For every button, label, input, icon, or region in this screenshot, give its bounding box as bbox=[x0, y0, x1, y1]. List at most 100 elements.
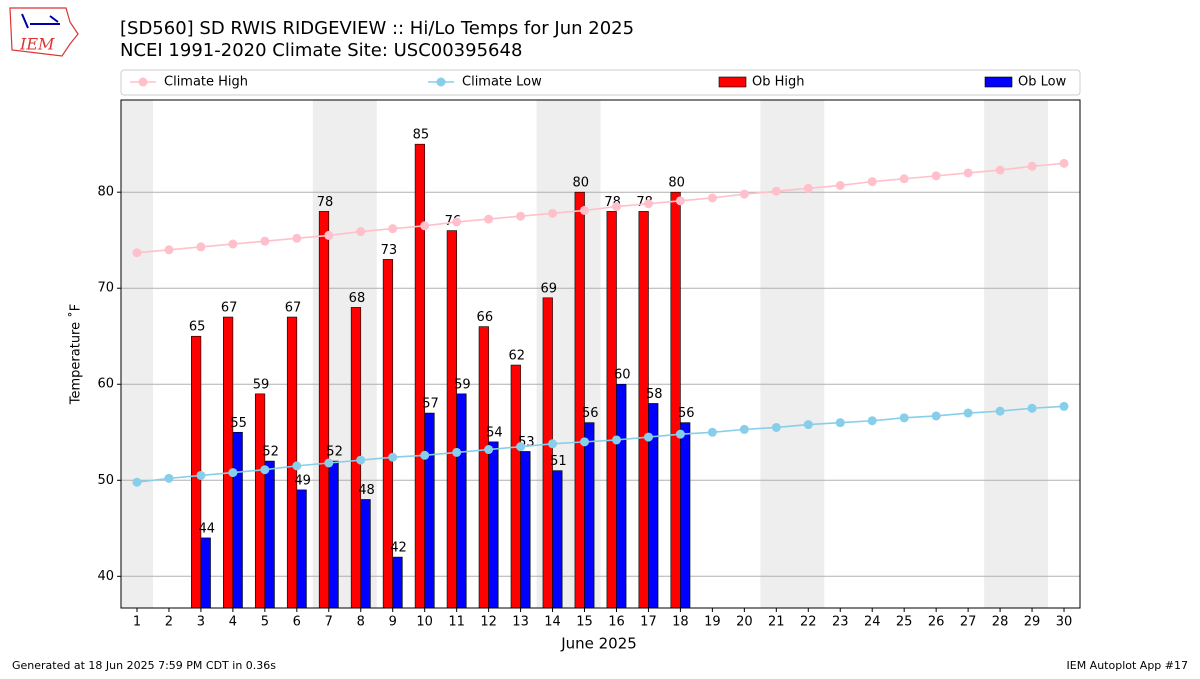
y-tick-label: 70 bbox=[97, 281, 114, 296]
bar-value-label: 60 bbox=[614, 368, 631, 383]
bar-value-label: 57 bbox=[422, 397, 439, 412]
bar bbox=[488, 441, 499, 609]
x-tick-label: 23 bbox=[832, 615, 849, 630]
logo-text: IEM bbox=[19, 35, 55, 54]
bar-value-label: 55 bbox=[230, 416, 247, 431]
bar-value-label: 65 bbox=[189, 320, 206, 335]
y-tick-label: 60 bbox=[97, 377, 114, 392]
line-point bbox=[452, 447, 462, 457]
x-tick-label: 22 bbox=[800, 615, 817, 630]
bar bbox=[446, 230, 457, 609]
bar-value-label: 67 bbox=[285, 301, 302, 316]
line-point bbox=[1027, 161, 1037, 171]
line-point bbox=[484, 445, 494, 455]
legend-label: Climate High bbox=[164, 75, 248, 90]
bar bbox=[520, 451, 531, 609]
bar-value-label: 49 bbox=[294, 473, 311, 488]
line-point bbox=[580, 437, 590, 447]
x-tick-label: 21 bbox=[768, 615, 785, 630]
bar-value-label: 78 bbox=[317, 195, 334, 210]
x-tick-label: 18 bbox=[672, 615, 689, 630]
line-point bbox=[356, 227, 366, 237]
line-point bbox=[995, 165, 1005, 175]
line-point bbox=[675, 196, 685, 206]
bar bbox=[584, 422, 595, 609]
bar bbox=[264, 460, 275, 609]
bar bbox=[296, 489, 307, 609]
bar-value-label: 85 bbox=[413, 128, 430, 143]
x-tick-label: 20 bbox=[736, 615, 753, 630]
chart-subtitle: NCEI 1991-2020 Climate Site: USC00395648 bbox=[120, 40, 522, 61]
bar-value-label: 59 bbox=[253, 377, 270, 392]
legend-label: Ob High bbox=[752, 75, 805, 90]
line-point bbox=[771, 186, 781, 196]
bar bbox=[552, 470, 563, 609]
line-point bbox=[260, 465, 270, 475]
line-point bbox=[835, 418, 845, 428]
line-point bbox=[803, 420, 813, 430]
bar bbox=[638, 211, 649, 609]
weekend-band bbox=[984, 100, 1049, 608]
bar-value-label: 69 bbox=[540, 281, 557, 296]
line-point bbox=[835, 180, 845, 190]
bar-value-label: 67 bbox=[221, 301, 238, 316]
line-point bbox=[548, 439, 558, 449]
line-point bbox=[484, 214, 494, 224]
bar bbox=[574, 191, 585, 609]
logo: IEM bbox=[9, 7, 79, 57]
line-point bbox=[867, 177, 877, 187]
weekend-band bbox=[121, 100, 153, 608]
line-point bbox=[611, 202, 621, 212]
legend-label: Ob Low bbox=[1018, 75, 1067, 90]
x-tick-label: 5 bbox=[261, 615, 269, 630]
legend-marker bbox=[436, 77, 446, 87]
bar-value-label: 59 bbox=[454, 377, 471, 392]
x-tick-label: 10 bbox=[416, 615, 433, 630]
line-point bbox=[292, 461, 302, 471]
line bbox=[136, 405, 1065, 483]
bar bbox=[456, 393, 467, 609]
line-point bbox=[963, 408, 973, 418]
x-tick-label: 13 bbox=[512, 615, 529, 630]
line-point bbox=[132, 248, 142, 258]
line-point bbox=[452, 217, 462, 227]
line-point bbox=[196, 470, 206, 480]
weekend-band bbox=[760, 100, 825, 608]
line-point bbox=[164, 245, 174, 255]
bar-value-label: 52 bbox=[326, 445, 343, 460]
bar bbox=[328, 460, 339, 609]
x-tick-label: 26 bbox=[928, 615, 945, 630]
bar bbox=[232, 431, 243, 609]
line-point bbox=[292, 233, 302, 243]
footer-right: IEM Autoplot App #17 bbox=[1067, 659, 1189, 672]
legend-label: Climate Low bbox=[462, 75, 542, 90]
line-point bbox=[771, 422, 781, 432]
bar bbox=[424, 412, 435, 609]
line-point bbox=[963, 168, 973, 178]
line-point bbox=[611, 435, 621, 445]
bar-value-label: 44 bbox=[198, 521, 215, 536]
line-point bbox=[707, 193, 717, 203]
line-point bbox=[643, 432, 653, 442]
bar-value-label: 42 bbox=[390, 541, 407, 556]
line bbox=[136, 162, 1065, 254]
bar bbox=[382, 259, 394, 609]
logo-outline bbox=[9, 7, 79, 57]
line-point bbox=[228, 468, 238, 478]
line-point bbox=[1059, 401, 1069, 411]
bar bbox=[200, 537, 211, 609]
x-tick-label: 29 bbox=[1024, 615, 1041, 630]
y-axis-label: Temperature ˚F bbox=[68, 304, 84, 405]
bar-value-label: 51 bbox=[550, 454, 567, 469]
line-point bbox=[643, 199, 653, 209]
line-point bbox=[196, 242, 206, 252]
line-point bbox=[132, 477, 142, 487]
line-point bbox=[260, 236, 270, 246]
legend-swatch bbox=[984, 76, 1013, 88]
line-point bbox=[803, 183, 813, 193]
line-point bbox=[867, 416, 877, 426]
x-tick-label: 6 bbox=[293, 615, 301, 630]
bar-value-label: 56 bbox=[582, 406, 599, 421]
bar bbox=[606, 211, 617, 609]
